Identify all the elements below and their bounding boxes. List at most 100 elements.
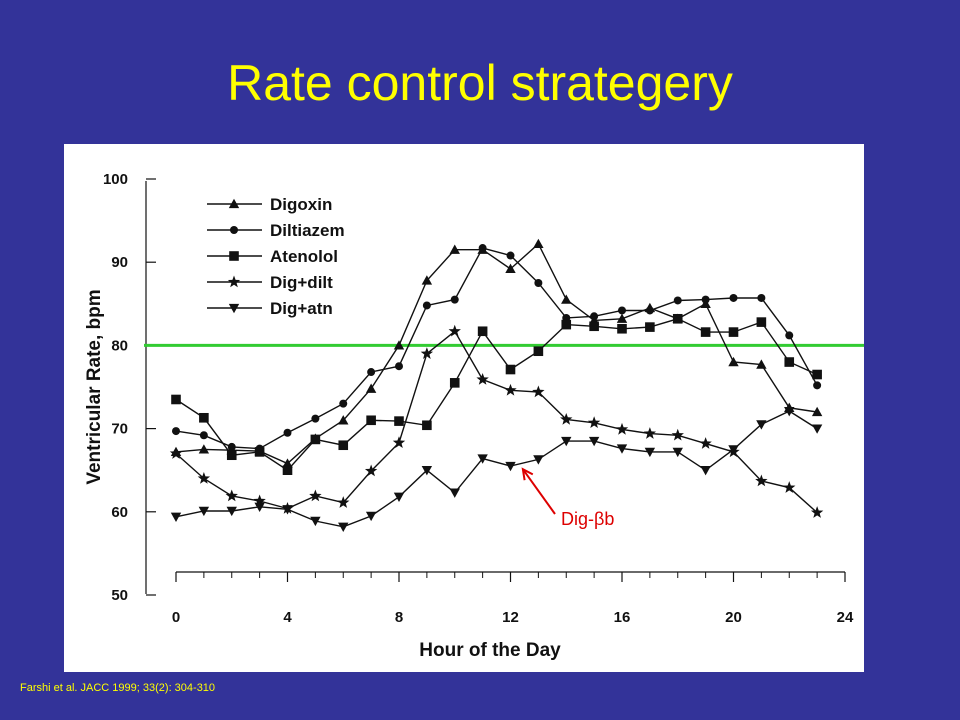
data-point-atenolol bbox=[366, 415, 376, 426]
annotation-dig-bb: Dig-βb bbox=[521, 467, 614, 529]
data-point-atenolol bbox=[728, 327, 739, 337]
data-point-dig-dilt bbox=[699, 437, 712, 449]
citation: Farshi et al. JACC 1999; 33(2): 304-310 bbox=[20, 682, 216, 694]
legend-label: Diltiazem bbox=[270, 221, 345, 240]
data-point-dig-atn bbox=[310, 516, 321, 527]
data-point-diltiazem bbox=[618, 306, 626, 315]
data-point-atenolol bbox=[561, 319, 572, 330]
x-tick-label: 4 bbox=[283, 609, 292, 626]
data-point-diltiazem bbox=[172, 427, 180, 436]
y-tick-label: 70 bbox=[111, 421, 128, 438]
data-point-atenolol bbox=[477, 326, 488, 337]
data-point-dig-atn bbox=[533, 455, 544, 465]
legend-marker bbox=[228, 198, 240, 209]
data-point-dig-dilt bbox=[253, 494, 266, 507]
legend-label: Digoxin bbox=[270, 195, 332, 214]
data-point-atenolol bbox=[700, 327, 711, 337]
axes: 50 60 70 80 90 100 0 4 8 12 16 20 24 Hour of the Day V… bbox=[84, 171, 854, 661]
data-point-diltiazem bbox=[757, 293, 766, 302]
x-tick-label: 12 bbox=[502, 609, 519, 626]
data-point-dig-dilt bbox=[169, 447, 183, 459]
data-point-dig-dilt bbox=[448, 324, 461, 337]
series-atenolol bbox=[171, 313, 822, 475]
data-point-atenolol bbox=[254, 447, 265, 457]
y-tick-label: 60 bbox=[111, 504, 128, 521]
data-point-atenolol bbox=[394, 416, 404, 426]
legend: Digoxin Diltiazem Atenolol Dig+dilt Dig+atn bbox=[207, 195, 345, 318]
data-point-diltiazem bbox=[590, 312, 599, 321]
data-point-atenolol bbox=[282, 465, 293, 475]
data-point-dig-atn bbox=[756, 420, 767, 430]
x-tick-label: 24 bbox=[837, 609, 854, 626]
data-point-digoxin bbox=[616, 313, 628, 323]
legend-label: Atenolol bbox=[270, 247, 338, 266]
data-point-atenolol bbox=[338, 440, 349, 451]
data-point-atenolol bbox=[617, 323, 627, 334]
data-point-atenolol bbox=[171, 394, 181, 405]
series-line-diltiazem bbox=[175, 247, 818, 450]
data-point-dig-atn bbox=[338, 522, 349, 532]
legend-marker bbox=[228, 303, 240, 314]
data-point-dig-dilt bbox=[671, 428, 684, 441]
legend-label: Dig+atn bbox=[270, 299, 333, 318]
data-point-diltiazem bbox=[367, 368, 376, 377]
data-point-diltiazem bbox=[199, 431, 208, 440]
data-point-dig-atn bbox=[505, 461, 516, 472]
data-point-dig-atn bbox=[728, 445, 739, 455]
data-point-digoxin bbox=[561, 294, 572, 304]
series-dig-dilt bbox=[169, 324, 824, 518]
data-point-dig-dilt bbox=[337, 496, 350, 508]
data-point-dig-atn bbox=[198, 506, 210, 517]
x-tick-label: 8 bbox=[395, 609, 403, 626]
data-point-dig-dilt bbox=[309, 489, 322, 502]
data-point-dig-dilt bbox=[532, 385, 545, 398]
data-point-dig-atn bbox=[282, 505, 293, 515]
data-point-dig-dilt bbox=[364, 464, 378, 477]
data-point-dig-atn bbox=[170, 512, 182, 522]
series-layer bbox=[169, 238, 824, 532]
data-point-diltiazem bbox=[227, 442, 236, 451]
data-point-digoxin bbox=[365, 383, 377, 393]
ventricular-rate-chart: 50 60 70 80 90 100 0 4 8 12 16 20 24 Hour of the Day V… bbox=[84, 171, 864, 661]
series-line-digoxin bbox=[175, 242, 818, 465]
data-point-diltiazem bbox=[422, 301, 431, 310]
y-tick-label: 100 bbox=[103, 171, 128, 188]
data-point-atenolol bbox=[199, 412, 209, 423]
data-point-dig-atn bbox=[700, 466, 711, 476]
data-point-dig-atn bbox=[616, 444, 628, 454]
data-point-dig-atn bbox=[421, 466, 433, 476]
x-tick-label: 0 bbox=[172, 609, 180, 626]
data-point-diltiazem bbox=[311, 414, 320, 423]
data-point-diltiazem bbox=[645, 306, 654, 315]
data-point-dig-dilt bbox=[225, 489, 238, 502]
data-point-dig-dilt bbox=[615, 422, 629, 435]
legend-item-atenolol: Atenolol bbox=[207, 247, 338, 266]
data-point-digoxin bbox=[728, 356, 739, 367]
data-point-dig-atn bbox=[561, 436, 572, 447]
data-point-atenolol bbox=[505, 364, 516, 375]
data-point-diltiazem bbox=[729, 293, 738, 302]
data-point-dig-atn bbox=[588, 436, 600, 447]
x-axis-title: Hour of the Day bbox=[419, 640, 561, 661]
data-point-digoxin bbox=[338, 415, 349, 425]
legend-item-digoxin: Digoxin bbox=[207, 195, 332, 214]
data-point-dig-atn bbox=[811, 424, 823, 434]
annotation-label: Dig-βb bbox=[561, 509, 614, 529]
data-point-dig-atn bbox=[449, 488, 460, 498]
legend-marker bbox=[230, 226, 238, 234]
y-tick-label: 80 bbox=[111, 337, 128, 354]
data-point-dig-dilt bbox=[810, 506, 824, 518]
data-point-atenolol bbox=[533, 346, 544, 357]
data-point-atenolol bbox=[645, 322, 655, 332]
series-diltiazem bbox=[172, 244, 822, 453]
data-point-diltiazem bbox=[478, 244, 487, 253]
y-tick-label: 90 bbox=[111, 254, 128, 271]
slide-title: Rate control strategery bbox=[227, 55, 733, 111]
data-point-digoxin bbox=[533, 238, 544, 249]
data-point-diltiazem bbox=[450, 295, 459, 304]
data-point-dig-dilt bbox=[587, 416, 601, 429]
annotation-layer: Dig-βb bbox=[521, 467, 614, 529]
series-digoxin bbox=[170, 238, 823, 468]
data-point-dig-atn bbox=[254, 502, 265, 513]
data-point-diltiazem bbox=[395, 362, 403, 371]
